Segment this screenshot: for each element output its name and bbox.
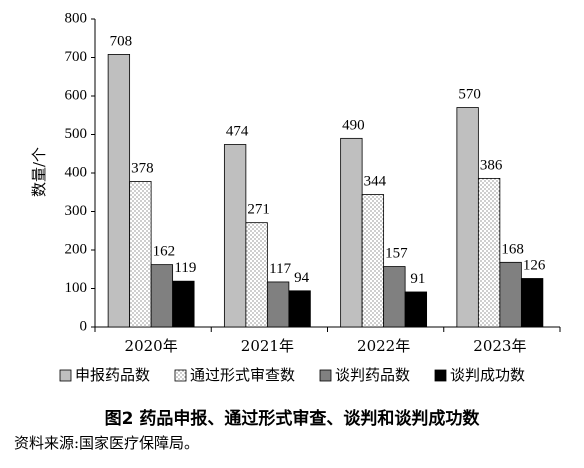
data-label: 94 — [294, 270, 310, 286]
data-label: 91 — [410, 271, 425, 287]
legend-swatch — [319, 369, 332, 382]
bar — [107, 54, 131, 328]
bar — [520, 278, 544, 328]
data-label: 474 — [226, 124, 249, 140]
y-tick-label: 400 — [65, 164, 88, 180]
legend-label: 谈判成功数 — [450, 366, 525, 384]
data-label: 162 — [153, 244, 176, 260]
data-label: 570 — [458, 87, 481, 103]
x-category-label: 2023年 — [473, 337, 526, 355]
data-label: 378 — [131, 160, 154, 176]
y-tick-label: 300 — [65, 203, 88, 219]
legend-label: 谈判药品数 — [335, 366, 410, 384]
bar — [499, 261, 522, 328]
legend-label: 通过形式审查数 — [190, 366, 295, 384]
bar — [150, 264, 174, 328]
data-label: 117 — [269, 261, 291, 277]
bar — [361, 194, 385, 328]
y-tick-label: 800 — [65, 10, 88, 26]
data-label: 490 — [342, 117, 365, 133]
bar — [456, 107, 479, 328]
legend-swatch — [434, 369, 447, 382]
x-category-label: 2020年 — [125, 337, 178, 355]
bar — [245, 222, 268, 328]
data-label: 271 — [247, 202, 270, 218]
data-label: 386 — [480, 157, 503, 173]
x-category-label: 2021年 — [241, 337, 294, 355]
legend: 申报药品数 通过形式审查数 谈判药品数 谈判成功数 — [59, 366, 525, 384]
bar — [223, 144, 247, 328]
source-note: 资料来源:国家医疗保障局。 — [14, 434, 200, 452]
bar-chart: 数量/个 0 100 200 300 400 500 600 700 800 2020年 2021年… — [30, 10, 561, 384]
data-label: 344 — [364, 174, 387, 190]
bar — [288, 290, 311, 328]
y-tick-label: 200 — [65, 241, 88, 257]
bar — [266, 281, 290, 328]
bar — [129, 181, 152, 328]
y-tick-label: 100 — [65, 280, 88, 296]
y-tick-label: 0 — [80, 318, 88, 334]
y-tick-label: 600 — [65, 87, 88, 103]
figure-caption: 图2 药品申报、通过形式审查、谈判和谈判成功数 — [104, 409, 480, 429]
bar — [340, 137, 363, 328]
y-tick-label: 700 — [65, 49, 88, 65]
bar — [383, 266, 406, 328]
y-tick-label: 500 — [65, 126, 88, 142]
legend-label: 申报药品数 — [75, 366, 150, 384]
data-label: 157 — [385, 246, 408, 262]
bar — [172, 280, 195, 328]
data-label: 126 — [523, 257, 546, 273]
data-label: 119 — [174, 260, 196, 276]
x-category-label: 2022年 — [357, 337, 410, 355]
bar — [404, 291, 428, 328]
legend-swatch — [174, 369, 187, 382]
bars-group — [107, 54, 544, 328]
axes: 0 100 200 300 400 500 600 700 800 2020年 2021年 2022年… — [65, 10, 561, 355]
bar — [477, 177, 501, 328]
y-axis-label: 数量/个 — [30, 147, 48, 197]
data-label: 168 — [501, 241, 524, 257]
data-label: 708 — [110, 33, 133, 49]
legend-swatch — [59, 369, 72, 382]
